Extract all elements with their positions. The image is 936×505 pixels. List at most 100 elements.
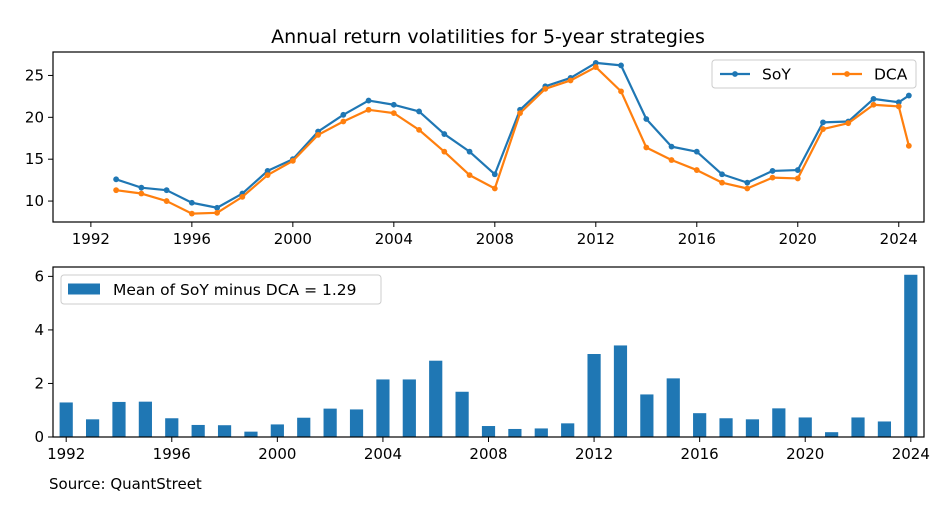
line-chart-panel: Annual return volatilities for 5-year st… [25,26,925,248]
bar-2005 [402,379,416,437]
x-tick-label: 2020 [786,445,824,463]
bar-series-group [59,274,918,437]
data-point-dca [517,110,523,117]
data-point-dca [315,132,321,138]
line-chart-axis-ticks: 1992 1996 2000 2004 2008 2012 2016 2020 2024 10 15… [25,66,918,248]
y-tick-label: 6 [34,267,44,285]
data-point-soy [163,187,170,194]
bar-1994 [112,401,126,437]
data-point-dca [719,179,725,186]
line-chart-legend: SoY DCA [711,59,917,89]
data-point-dca [441,148,448,155]
bar-2002 [323,408,337,437]
bar-2018 [745,419,760,437]
data-point-dca [618,88,624,95]
bar-2021 [825,432,839,437]
data-point-soy [214,204,221,211]
bar-1995 [138,401,152,437]
data-point-dca [163,198,170,204]
data-point-soy [466,148,473,155]
x-tick-label: 1996 [153,445,191,463]
bar-chart-axis-ticks: 1992 1996 2000 2004 2008 2012 2016 2020 2024 0 2 4 6 [34,267,929,463]
legend-label: DCA [874,66,908,84]
data-point-dca [794,175,801,182]
legend-label: SoY [762,66,791,84]
data-point-dca [214,209,221,216]
x-tick-label: 2012 [575,445,613,463]
data-point-dca [820,126,826,132]
data-point-dca [905,142,912,149]
bar-chart-plot-area [52,266,925,438]
bar-2011 [561,423,575,437]
data-point-dca [491,185,498,192]
bar-2022 [851,417,865,437]
legend-swatch-marker [844,71,850,77]
bar-1998 [217,425,232,437]
data-point-dca [340,118,347,125]
legend-swatch-bar [68,283,100,295]
data-point-soy [744,179,751,186]
bar-2008 [481,426,496,437]
data-point-soy [643,116,650,122]
data-point-dca [365,106,372,113]
bar-2015 [666,378,680,437]
bar-2009 [508,428,522,437]
data-point-soy [113,176,120,183]
data-point-dca [289,157,296,164]
bar-1993 [85,419,100,437]
data-point-soy [769,168,776,174]
x-tick-label: 2004 [364,445,402,463]
bar-2024 [904,274,918,437]
bar-chart-panel: 1992 1996 2000 2004 2008 2012 2016 2020 2024 0 2 4 6… [34,266,930,463]
data-point-dca [769,174,776,181]
data-point-dca [668,157,675,163]
bar-2016 [693,413,707,437]
data-point-soy [138,184,145,191]
data-point-dca [567,77,574,84]
bar-2017 [719,418,733,437]
bar-2019 [772,408,786,437]
data-point-dca [542,85,549,92]
data-point-dca [895,103,902,110]
data-point-dca [592,64,599,70]
legend-box [60,274,382,305]
x-tick-label: 1996 [173,230,211,248]
x-tick-label: 2004 [375,230,413,248]
bar-2006 [429,360,443,437]
x-tick-label: 2000 [274,230,312,248]
data-point-dca [264,172,271,179]
bar-2023 [877,421,892,437]
y-tick-label: 0 [34,428,44,446]
x-tick-label: 2008 [469,445,507,463]
data-point-soy [441,131,448,137]
data-point-soy [592,59,599,66]
data-point-soy [365,97,372,104]
bar-2003 [349,409,364,437]
data-point-soy [794,167,801,173]
bar-2014 [640,394,654,437]
data-point-dca [390,110,397,117]
bar-1997 [191,424,205,437]
data-point-dca [113,187,120,194]
legend-swatch-marker [732,71,738,77]
legend-box [711,59,917,89]
bar-chart-legend: Mean of SoY minus DCA = 1.29 [60,274,382,305]
data-point-dca [643,144,650,151]
data-point-dca [845,120,852,127]
bar-2020 [798,417,812,437]
x-tick-label: 2024 [880,230,918,248]
x-tick-label: 2024 [892,445,930,463]
data-point-soy [188,199,195,206]
y-tick-label: 4 [34,321,44,339]
data-point-soy [491,171,498,178]
bar-1999 [244,431,258,437]
data-point-soy [618,62,624,69]
data-point-soy [264,168,271,174]
data-point-dca [416,126,422,133]
line-series-group [113,59,912,217]
bar-2013 [613,345,628,437]
data-point-soy [895,99,902,106]
data-point-dca [744,185,751,192]
data-point-soy [870,95,877,102]
bar-1996 [165,418,179,437]
